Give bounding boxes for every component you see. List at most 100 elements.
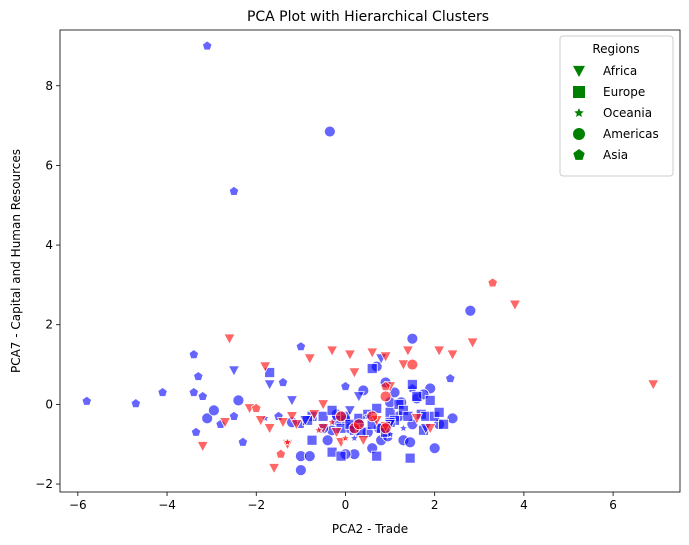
data-point-blue-square (420, 410, 432, 422)
legend-marker-star-icon (574, 108, 584, 118)
data-point-red-star (340, 432, 351, 443)
y-tick-label: 8 (45, 79, 53, 93)
y-axis-label: PCA7 - Capital and Human Resources (9, 149, 23, 373)
data-point-red-triangle-down (410, 413, 424, 425)
data-point-red-circle (379, 390, 392, 403)
data-point-red-pentagon (275, 448, 287, 459)
legend-label: Americas (603, 127, 659, 141)
data-point-blue-star (349, 432, 360, 443)
data-point-red-pentagon (380, 380, 391, 391)
legend-marker-triangle-down-icon (573, 65, 585, 77)
x-tick-label: 6 (609, 498, 617, 512)
data-point-blue-square (326, 404, 338, 416)
data-point-blue-square (404, 452, 416, 464)
x-tick-label: 2 (431, 498, 439, 512)
data-point-blue-pentagon (228, 410, 240, 421)
legend-label: Asia (603, 148, 628, 162)
data-point-blue-pentagon (157, 386, 168, 397)
data-point-blue-circle (321, 434, 334, 447)
y-tick-label: 4 (45, 238, 53, 252)
y-axis: −2 0 2 4 6 8 (35, 79, 60, 491)
data-point-blue-square (326, 446, 338, 458)
legend-marker-circle-icon (573, 128, 585, 140)
plot-frame (59, 29, 681, 493)
data-point-blue-pentagon (188, 386, 200, 397)
data-point-red-triangle-down (267, 463, 281, 475)
data-point-red-triangle-down (290, 419, 303, 431)
data-point-blue-square (438, 418, 449, 430)
data-point-red-triangle-down (218, 417, 232, 429)
data-point-red-triangle-down (401, 345, 415, 357)
data-point-blue-circle (428, 442, 441, 455)
data-point-blue-triangle-down (285, 395, 299, 407)
data-point-blue-pentagon (201, 40, 213, 51)
y-tick-label: 2 (45, 318, 53, 332)
data-point-blue-square (306, 434, 318, 446)
data-point-red-triangle-down (259, 361, 272, 373)
data-point-blue-square (264, 367, 276, 378)
x-axis: −6 −4 −2 0 2 4 6 (69, 492, 617, 512)
data-point-blue-square (424, 394, 436, 406)
data-point-blue-square (371, 450, 383, 462)
data-point-red-triangle-down (276, 417, 290, 429)
data-point-red-triangle-down (308, 409, 321, 421)
data-point-red-triangle-down (223, 333, 236, 346)
data-point-red-triangle-down (366, 347, 379, 359)
data-point-red-triangle-down (343, 349, 357, 361)
data-point-blue-square (402, 410, 414, 422)
data-point-red-triangle-down (263, 423, 276, 435)
x-tick-label: −2 (247, 498, 265, 512)
x-tick-label: −4 (158, 498, 176, 512)
data-point-blue-triangle-down (227, 365, 241, 377)
data-point-blue-pentagon (228, 185, 240, 196)
legend-label: Africa (603, 64, 637, 78)
data-point-red-triangle-down (466, 337, 479, 349)
data-point-blue-circle (404, 436, 417, 449)
data-point-blue-pentagon (190, 426, 202, 437)
data-point-red-triangle-down (357, 435, 370, 447)
data-point-blue-square (366, 363, 378, 374)
x-tick-label: −6 (69, 498, 87, 512)
data-point-blue-triangle-down (299, 415, 312, 427)
data-point-blue-triangle-down (343, 405, 357, 417)
chart-title: PCA Plot with Hierarchical Clusters (247, 9, 489, 25)
data-point-blue-circle (464, 304, 477, 317)
data-point-red-triangle-down (196, 441, 209, 453)
data-point-blue-pentagon (130, 398, 142, 409)
y-tick-label: −2 (35, 477, 53, 491)
data-point-blue-circle (232, 394, 245, 407)
data-point-blue-pentagon (340, 380, 351, 391)
data-point-red-star (326, 416, 338, 427)
data-point-blue-circle (323, 125, 336, 138)
data-point-blue-circle (201, 412, 214, 425)
data-point-red-star (313, 424, 324, 435)
data-point-red-circle (335, 410, 347, 423)
x-tick-label: 4 (520, 498, 528, 512)
data-point-blue-triangle-down (352, 391, 366, 403)
data-point-blue-pentagon (445, 372, 456, 383)
data-point-red-triangle-down (325, 345, 339, 357)
data-point-red-triangle-down (254, 415, 267, 427)
legend-title: Regions (592, 42, 639, 56)
data-point-blue-square (335, 450, 347, 462)
data-point-red-pentagon (487, 277, 498, 288)
data-point-red-triangle-down (397, 359, 410, 371)
x-axis-label: PCA2 - Trade (332, 522, 408, 536)
data-point-red-triangle-down (508, 299, 522, 312)
data-point-blue-pentagon (197, 390, 208, 401)
data-point-red-circle (366, 410, 379, 423)
data-point-blue-circle (446, 412, 459, 425)
data-point-blue-circle (207, 404, 220, 417)
data-point-red-circle (406, 358, 419, 371)
data-point-blue-square (433, 406, 445, 418)
x-tick-label: 0 (342, 498, 350, 512)
legend-box (559, 35, 674, 177)
data-point-red-triangle-down (316, 399, 330, 411)
data-point-red-triangle-down (330, 427, 343, 439)
data-point-blue-square (406, 379, 418, 390)
data-point-blue-square (317, 410, 329, 422)
data-point-blue-circle (303, 450, 316, 463)
y-tick-label: 0 (45, 397, 53, 411)
data-point-blue-pentagon (188, 349, 200, 360)
